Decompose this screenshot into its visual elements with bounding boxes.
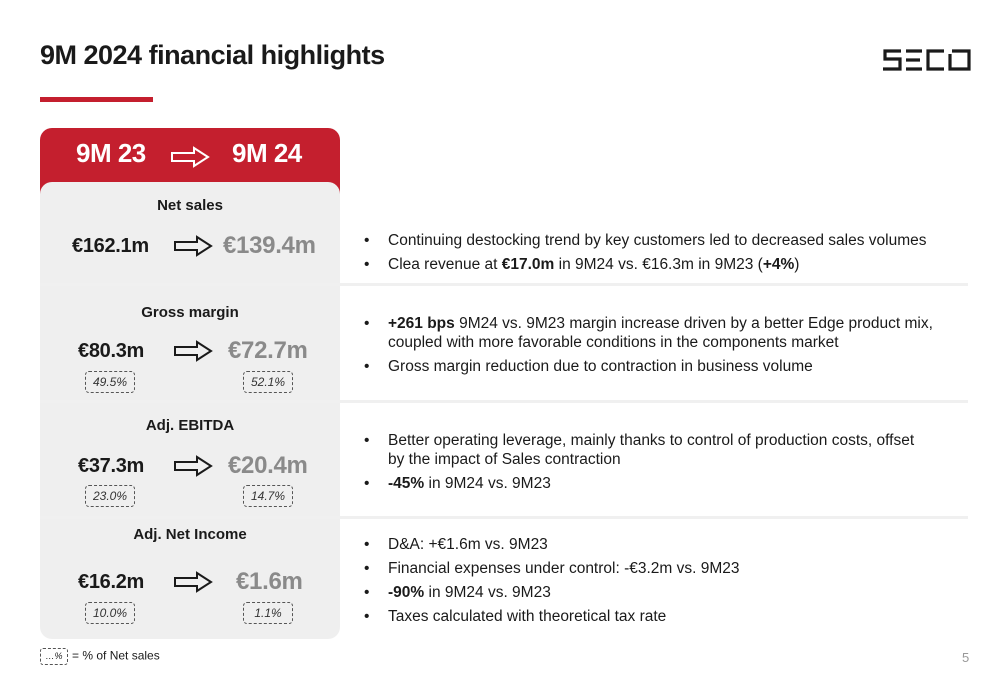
gross-margin-bullets: +261 bps 9M24 vs. 9M23 margin increase d… <box>362 314 952 381</box>
bullet-text: in 9M24 vs. 9M23 <box>424 584 551 601</box>
arrow-right-icon <box>171 146 210 168</box>
value-9m24: €20.4m <box>228 452 308 479</box>
margin-pct-9m24: 14.7% <box>243 485 293 507</box>
section-divider <box>40 283 968 286</box>
bullet-text: 9M24 vs. 9M23 margin increase driven by … <box>388 315 933 351</box>
bullet-text: in 9M24 vs. €16.3m in 9M23 ( <box>554 256 763 273</box>
section-adj-ebitda: Adj. EBITDA €37.3m €20.4m 23.0% 14.7% <box>40 415 340 510</box>
margin-pct-9m23: 10.0% <box>85 602 135 624</box>
legend-text: = % of Net sales <box>72 648 160 663</box>
legend-pct-box: …% <box>40 648 68 665</box>
seco-logo <box>883 49 971 71</box>
bullet-highlight: -90% <box>388 584 425 601</box>
bullet-item: Financial expenses under control: -€3.2m… <box>362 559 740 578</box>
metric-label: Gross margin <box>141 304 239 321</box>
title-underline <box>40 97 153 102</box>
section-net-sales: Net sales €162.1m €139.4m <box>40 195 340 280</box>
page-number: 5 <box>962 650 970 665</box>
value-9m23: €37.3m <box>78 455 145 477</box>
section-gross-margin: Gross margin €80.3m €72.7m 49.5% 52.1% <box>40 302 340 397</box>
bullet-item: D&A: +€1.6m vs. 9M23 <box>362 535 740 554</box>
period-to: 9M 24 <box>232 138 302 168</box>
period-from: 9M 23 <box>76 138 146 168</box>
adj-ebitda-bullets: Better operating leverage, mainly thanks… <box>362 431 922 498</box>
bullet-text: Clea revenue at <box>388 256 502 273</box>
bullet-item: Clea revenue at €17.0m in 9M24 vs. €16.3… <box>362 255 926 274</box>
page-title: 9M 2024 financial highlights <box>40 40 385 70</box>
value-9m24: €139.4m <box>223 232 316 259</box>
bullet-text: ) <box>794 256 800 273</box>
legend: …% = % of Net sales <box>40 648 160 665</box>
arrow-right-icon <box>174 571 213 593</box>
section-divider <box>40 400 968 403</box>
margin-pct-9m23: 49.5% <box>85 371 135 393</box>
margin-pct-9m23: 23.0% <box>85 485 135 507</box>
value-9m24: €1.6m <box>236 568 303 595</box>
bullet-item: Continuing destocking trend by key custo… <box>362 231 926 250</box>
bullet-text: Taxes calculated with theoretical tax ra… <box>388 608 667 625</box>
bullet-text: in 9M24 vs. 9M23 <box>424 475 551 492</box>
bullet-item: -45% in 9M24 vs. 9M23 <box>362 474 922 493</box>
bullet-text: Continuing destocking trend by key custo… <box>388 232 927 249</box>
margin-pct-9m24: 1.1% <box>243 602 293 624</box>
metric-label: Adj. Net Income <box>133 526 247 543</box>
bullet-item: Gross margin reduction due to contractio… <box>362 357 952 376</box>
bullet-item: Better operating leverage, mainly thanks… <box>362 431 922 469</box>
arrow-right-icon <box>174 455 213 477</box>
bullet-text: Better operating leverage, mainly thanks… <box>388 432 915 468</box>
margin-pct-9m24: 52.1% <box>243 371 293 393</box>
value-9m24: €72.7m <box>228 337 308 364</box>
bullet-text: D&A: +€1.6m vs. 9M23 <box>388 536 548 553</box>
value-9m23: €16.2m <box>78 571 145 593</box>
arrow-right-icon <box>174 235 213 257</box>
section-adj-net-income: Adj. Net Income €16.2m €1.6m 10.0% 1.1% <box>40 524 340 634</box>
comparison-panel: 9M 23 9M 24 <box>40 128 340 639</box>
bullet-highlight: +4% <box>762 256 795 273</box>
net-sales-bullets: Continuing destocking trend by key custo… <box>362 231 926 279</box>
panel-body-top <box>40 182 340 222</box>
value-9m23: €80.3m <box>78 340 145 362</box>
bullet-item: Taxes calculated with theoretical tax ra… <box>362 607 740 626</box>
bullet-text: Gross margin reduction due to contractio… <box>388 358 813 375</box>
metric-label: Adj. EBITDA <box>145 417 235 434</box>
adj-net-income-bullets: D&A: +€1.6m vs. 9M23 Financial expenses u… <box>362 535 740 631</box>
arrow-right-icon <box>174 340 213 362</box>
value-9m23: €162.1m <box>72 235 149 257</box>
metric-label: Net sales <box>157 197 223 214</box>
bullet-item: -90% in 9M24 vs. 9M23 <box>362 583 740 602</box>
bullet-highlight: -45% <box>388 475 425 492</box>
bullet-highlight: +261 bps <box>388 315 455 332</box>
bullet-highlight: €17.0m <box>501 256 555 273</box>
bullet-item: +261 bps 9M24 vs. 9M23 margin increase d… <box>362 314 952 352</box>
bullet-text: Financial expenses under control: -€3.2m… <box>388 560 740 577</box>
section-divider <box>40 516 968 519</box>
